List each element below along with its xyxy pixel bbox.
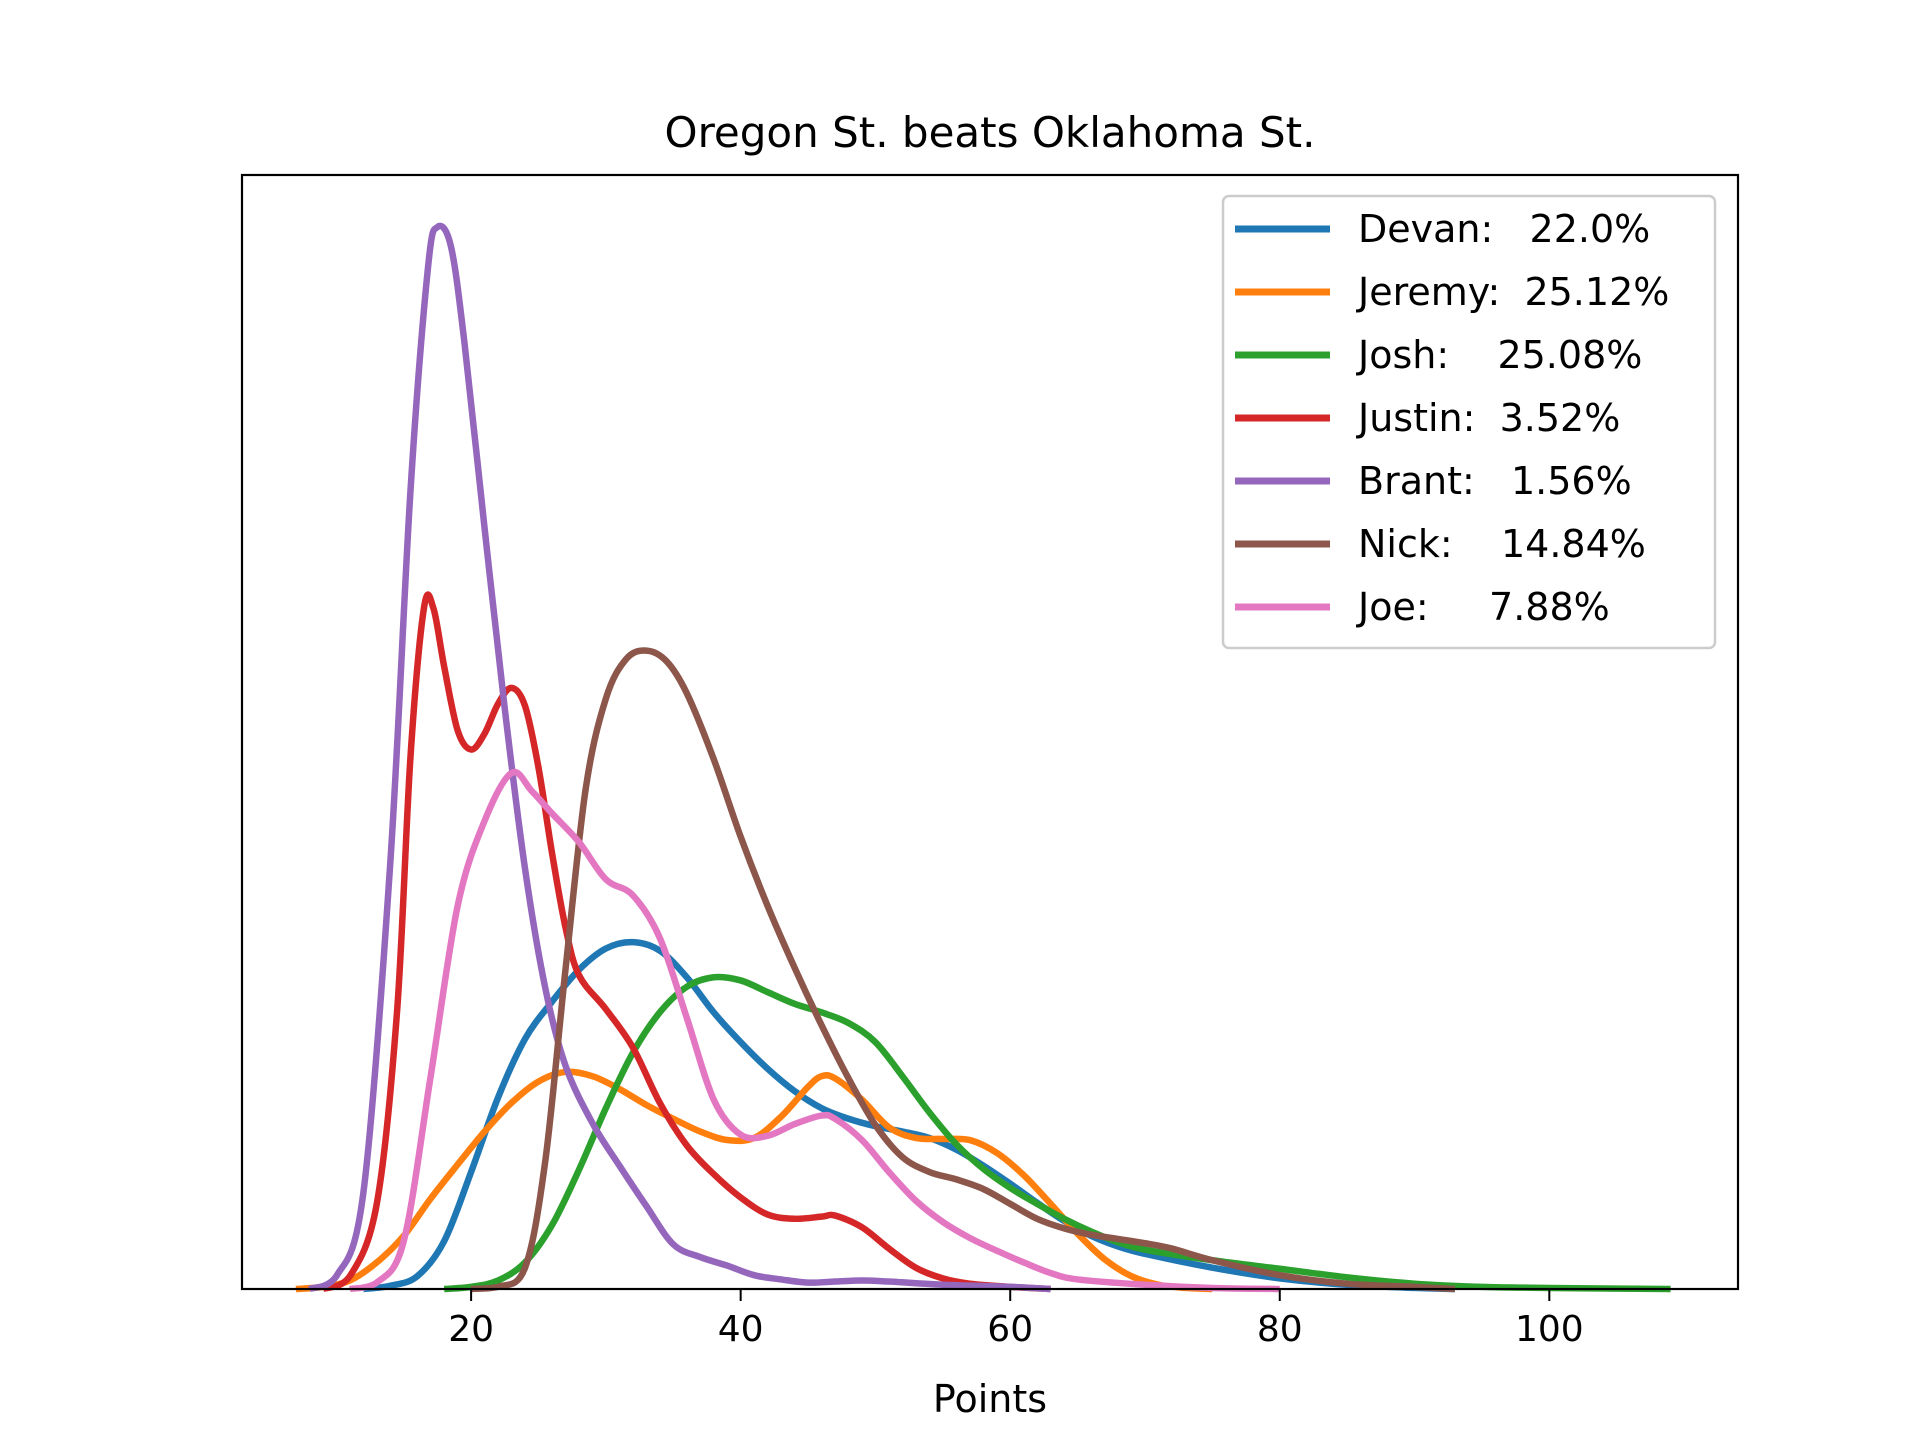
x-tick-label: 20 xyxy=(448,1309,494,1350)
legend-label-3: Josh: 25.08% xyxy=(1356,333,1642,377)
series-line-7 xyxy=(349,768,1280,1293)
series-line-1 xyxy=(362,938,1456,1293)
series-line-4 xyxy=(321,591,1051,1293)
series-line-5 xyxy=(308,222,1051,1293)
x-tick-label: 60 xyxy=(987,1309,1033,1350)
legend-label-2: Jeremy: 25.12% xyxy=(1356,270,1669,314)
legend: Devan: 22.0% Jeremy: 25.12% Josh: 25.08% Ju… xyxy=(1221,194,1717,650)
x-tick-label: 100 xyxy=(1515,1309,1584,1350)
x-axis: 20 40 60 80 100 xyxy=(448,1289,1584,1350)
series-line-6 xyxy=(470,647,1456,1293)
legend-label-7: Joe: 7.88% xyxy=(1356,585,1610,629)
legend-label-4: Justin: 3.52% xyxy=(1356,396,1620,440)
series-layer xyxy=(295,222,1671,1293)
legend-label-5: Brant: 1.56% xyxy=(1358,459,1632,503)
chart-title: Oregon St. beats Oklahoma St. xyxy=(665,108,1316,157)
legend-label-6: Nick: 14.84% xyxy=(1358,522,1646,566)
legend-box xyxy=(1221,194,1717,650)
legend-label-1: Devan: 22.0% xyxy=(1358,207,1650,251)
plot-frame xyxy=(240,173,1740,1291)
x-tick-label: 40 xyxy=(718,1309,764,1350)
x-axis-label: Points xyxy=(933,1377,1047,1421)
x-tick-label: 80 xyxy=(1257,1309,1303,1350)
series-line-3 xyxy=(443,973,1671,1293)
series-line-2 xyxy=(295,1068,1213,1293)
